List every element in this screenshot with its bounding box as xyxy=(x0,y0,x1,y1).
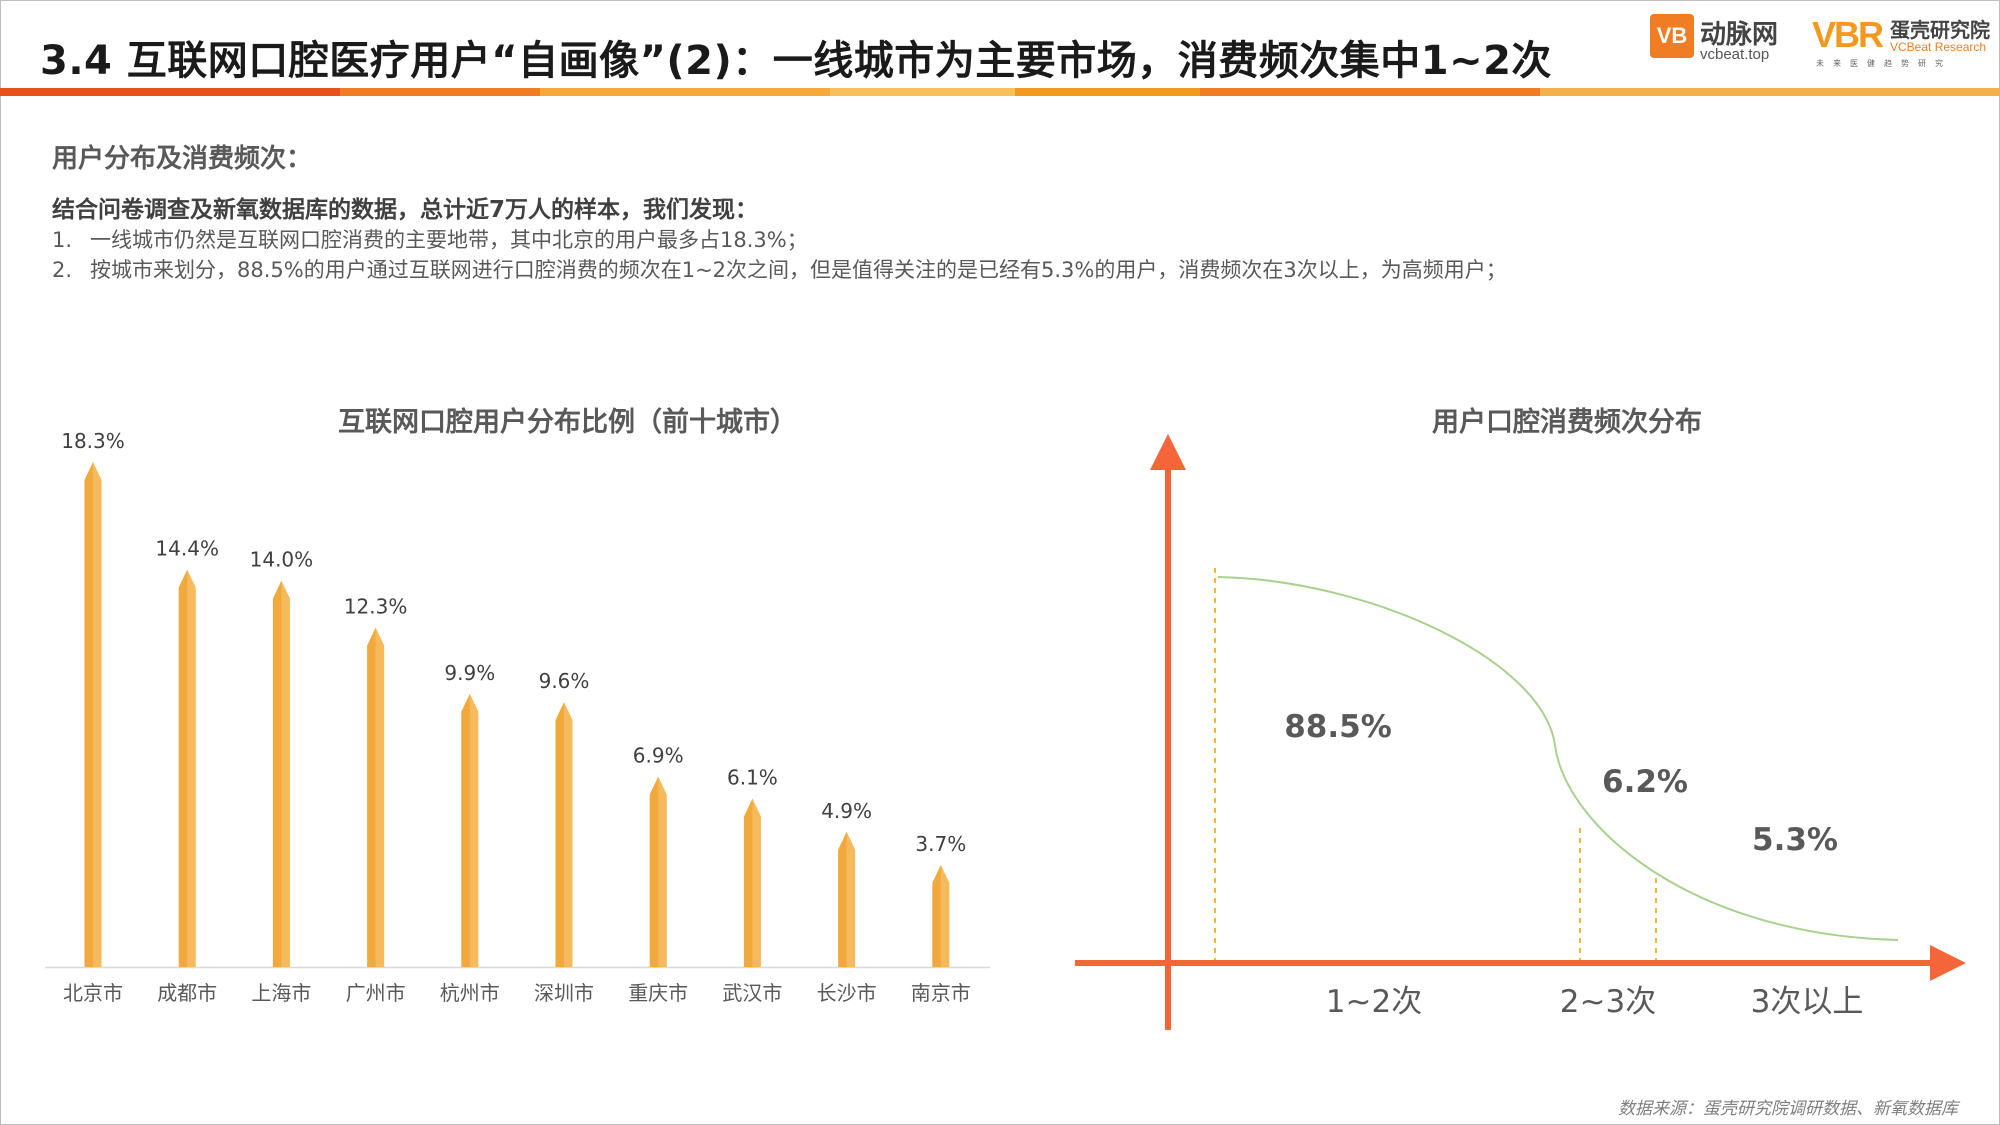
bar-category-label: 长沙市 xyxy=(817,981,877,1005)
bar xyxy=(932,864,950,967)
section-heading: 用户分布及消费频次： xyxy=(52,144,313,174)
vbr-logo-en: VCBeat Research xyxy=(1890,40,1987,54)
frequency-curve-chart: 88.5% 6.2% 5.3% 1~2次 2~3次 3次以上 xyxy=(1075,434,1966,1030)
vcbeat-logo: VB 动脉网 vcbeat.top xyxy=(1650,14,1790,64)
bar-category-label: 北京市 xyxy=(63,981,123,1005)
bar-chart-title: 互联网口腔用户分布比例（前十城市） xyxy=(338,407,797,438)
frequency-category-label: 2~3次 xyxy=(1560,984,1656,1020)
vbr-logo: VBR 蛋壳研究院 VCBeat Research 未来医健趋势研究 xyxy=(1812,12,1992,68)
bar xyxy=(838,831,856,967)
vbr-logo-mark: VBR xyxy=(1812,14,1884,55)
bar-category-label: 成都市 xyxy=(157,981,217,1005)
bar-category-label: 杭州市 xyxy=(440,981,500,1005)
bar-data-label: 14.4% xyxy=(155,537,219,561)
segment-value-label: 6.2% xyxy=(1602,764,1688,800)
vcbeat-logo-mark: VB xyxy=(1650,14,1694,58)
bar xyxy=(367,627,385,967)
header-color-strip xyxy=(0,88,2000,96)
frequency-curve-line xyxy=(1217,576,1899,941)
finding-text: 一线城市仍然是互联网口腔消费的主要地带，其中北京的用户最多占18.3%； xyxy=(90,228,808,252)
bar-category-label: 上海市 xyxy=(251,981,311,1005)
bar-data-label: 18.3% xyxy=(61,429,125,453)
bar xyxy=(555,702,573,967)
vcbeat-logo-url: vcbeat.top xyxy=(1700,46,1770,63)
page-title: 3.4 互联网口腔医疗用户“自画像”(2)：一线城市为主要市场，消费频次集中1~… xyxy=(40,38,1552,84)
bar-data-label: 6.1% xyxy=(727,766,778,790)
bar xyxy=(84,462,102,967)
bar-data-label: 4.9% xyxy=(821,799,872,823)
curve-chart-title: 用户口腔消费频次分布 xyxy=(1432,407,1702,438)
finding-point: 2. 按城市来划分，88.5%的用户通过互联网进行口腔消费的频次在1~2次之间，但… xyxy=(52,254,1507,284)
vbr-logo-name: 蛋壳研究院 xyxy=(1890,18,1990,42)
frequency-category-label: 1~2次 xyxy=(1326,984,1422,1020)
finding-number: 2. xyxy=(52,258,73,282)
bar-data-label: 3.7% xyxy=(915,832,966,856)
frequency-category-label: 3次以上 xyxy=(1751,984,1864,1020)
finding-text: 按城市来划分，88.5%的用户通过互联网进行口腔消费的频次在1~2次之间，但是值… xyxy=(90,258,1507,282)
vcbeat-logo-name: 动脉网 xyxy=(1700,20,1779,50)
bar xyxy=(743,798,761,967)
vbr-logo-sub: 未来医健趋势研究 xyxy=(1816,59,1952,68)
finding-point: 1. 一线城市仍然是互联网口腔消费的主要地带，其中北京的用户最多占18.3%； xyxy=(52,224,808,254)
bar-category-label: 深圳市 xyxy=(534,981,594,1005)
bar-category-label: 武汉市 xyxy=(722,981,782,1005)
bar-data-label: 9.9% xyxy=(444,661,495,685)
bar xyxy=(649,776,667,967)
intro-text: 结合问卷调查及新氧数据库的数据，总计近7万人的样本，我们发现： xyxy=(52,197,759,223)
bar xyxy=(178,569,196,967)
city-bar-chart: 18.3% 北京市 14.4% 成都市 14.0% 上海市 12.3% 广州市 9.9% 杭州市 9… xyxy=(45,429,990,1005)
finding-number: 1. xyxy=(52,228,73,252)
bar-data-label: 14.0% xyxy=(250,548,314,572)
bar-data-label: 6.9% xyxy=(633,744,684,768)
segment-value-label: 88.5% xyxy=(1284,709,1392,745)
bar-category-label: 重庆市 xyxy=(628,981,688,1005)
bar-category-label: 南京市 xyxy=(911,981,971,1005)
segment-value-label: 5.3% xyxy=(1752,822,1838,858)
bar-data-label: 9.6% xyxy=(539,669,590,693)
data-source-note: 数据来源：蛋壳研究院调研数据、新氧数据库 xyxy=(1618,1099,1958,1119)
bar xyxy=(461,693,479,967)
bar-data-label: 12.3% xyxy=(344,595,408,619)
bar xyxy=(272,580,290,967)
bar-category-label: 广州市 xyxy=(346,981,406,1005)
